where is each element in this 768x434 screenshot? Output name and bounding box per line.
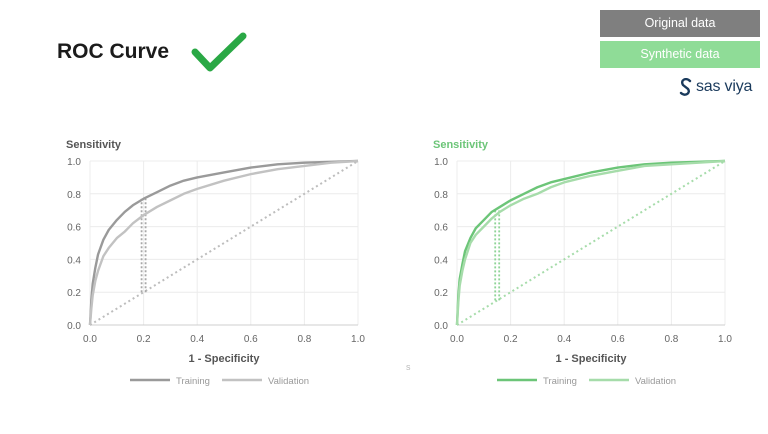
reference-diagonal-line (89, 160, 359, 326)
x-tick-label: 0.2 (137, 334, 151, 345)
x-tick-label: 1.0 (718, 334, 732, 345)
x-axis-label: 1 - Specificity (189, 353, 261, 365)
y-tick-label: 1.0 (434, 157, 448, 168)
brand-text: sas viya (696, 78, 753, 95)
roc-series-line-training (455, 159, 726, 326)
legend-label-validation: Validation (635, 376, 676, 387)
y-tick-label: 0.0 (434, 321, 448, 332)
y-tick-label: 0.6 (434, 223, 448, 234)
x-tick-label: 0.8 (664, 334, 678, 345)
page-title: ROC Curve (57, 40, 170, 63)
legend-original-data: Original data (600, 10, 760, 37)
x-tick-label: 0.8 (297, 334, 311, 345)
stray-mark: s (406, 362, 411, 372)
x-tick-label: 0.4 (190, 334, 204, 345)
x-axis-label: 1 - Specificity (556, 353, 628, 365)
y-tick-label: 0.2 (67, 288, 81, 299)
y-tick-label: 1.0 (67, 157, 81, 168)
roc-chart-synthetic: 0.0 0.2 0.4 0.6 0.8 1.0 0.0 0.2 0.4 0.6 0.8 1.0 Sens… (433, 139, 732, 387)
x-tick-label: 1.0 (351, 334, 365, 345)
roc-series-line-training (88, 159, 359, 326)
x-tick-label: 0.6 (244, 334, 258, 345)
y-tick-label: 0.8 (67, 190, 81, 201)
checkmark-icon (191, 32, 247, 72)
y-axis-label: Sensitivity (66, 139, 122, 151)
sas-logo-icon (679, 78, 692, 96)
x-tick-label: 0.2 (504, 334, 518, 345)
reference-diagonal-line (456, 160, 726, 326)
x-tick-label: 0.6 (611, 334, 625, 345)
y-tick-label: 0.4 (434, 255, 448, 266)
y-tick-label: 0.8 (434, 190, 448, 201)
y-tick-label: 0.6 (67, 223, 81, 234)
legend-label-training: Training (176, 376, 210, 387)
y-axis-label: Sensitivity (433, 139, 489, 151)
roc-chart-original: 0.0 0.2 0.4 0.6 0.8 1.0 0.0 0.2 0.4 0.6 0.8 1.0 Sens… (66, 139, 365, 387)
legend-label-training: Training (543, 376, 577, 387)
roc-series-line-validation (455, 159, 726, 326)
y-tick-label: 0.4 (67, 255, 81, 266)
brand-logo: sas viya (678, 78, 752, 96)
x-tick-label: 0.0 (450, 334, 464, 345)
y-tick-label: 0.0 (67, 321, 81, 332)
legend-synthetic-data: Synthetic data (600, 41, 760, 68)
roc-series-line-validation (88, 159, 359, 326)
x-tick-label: 0.0 (83, 334, 97, 345)
x-tick-label: 0.4 (557, 334, 571, 345)
legend-label-validation: Validation (268, 376, 309, 387)
y-tick-label: 0.2 (434, 288, 448, 299)
